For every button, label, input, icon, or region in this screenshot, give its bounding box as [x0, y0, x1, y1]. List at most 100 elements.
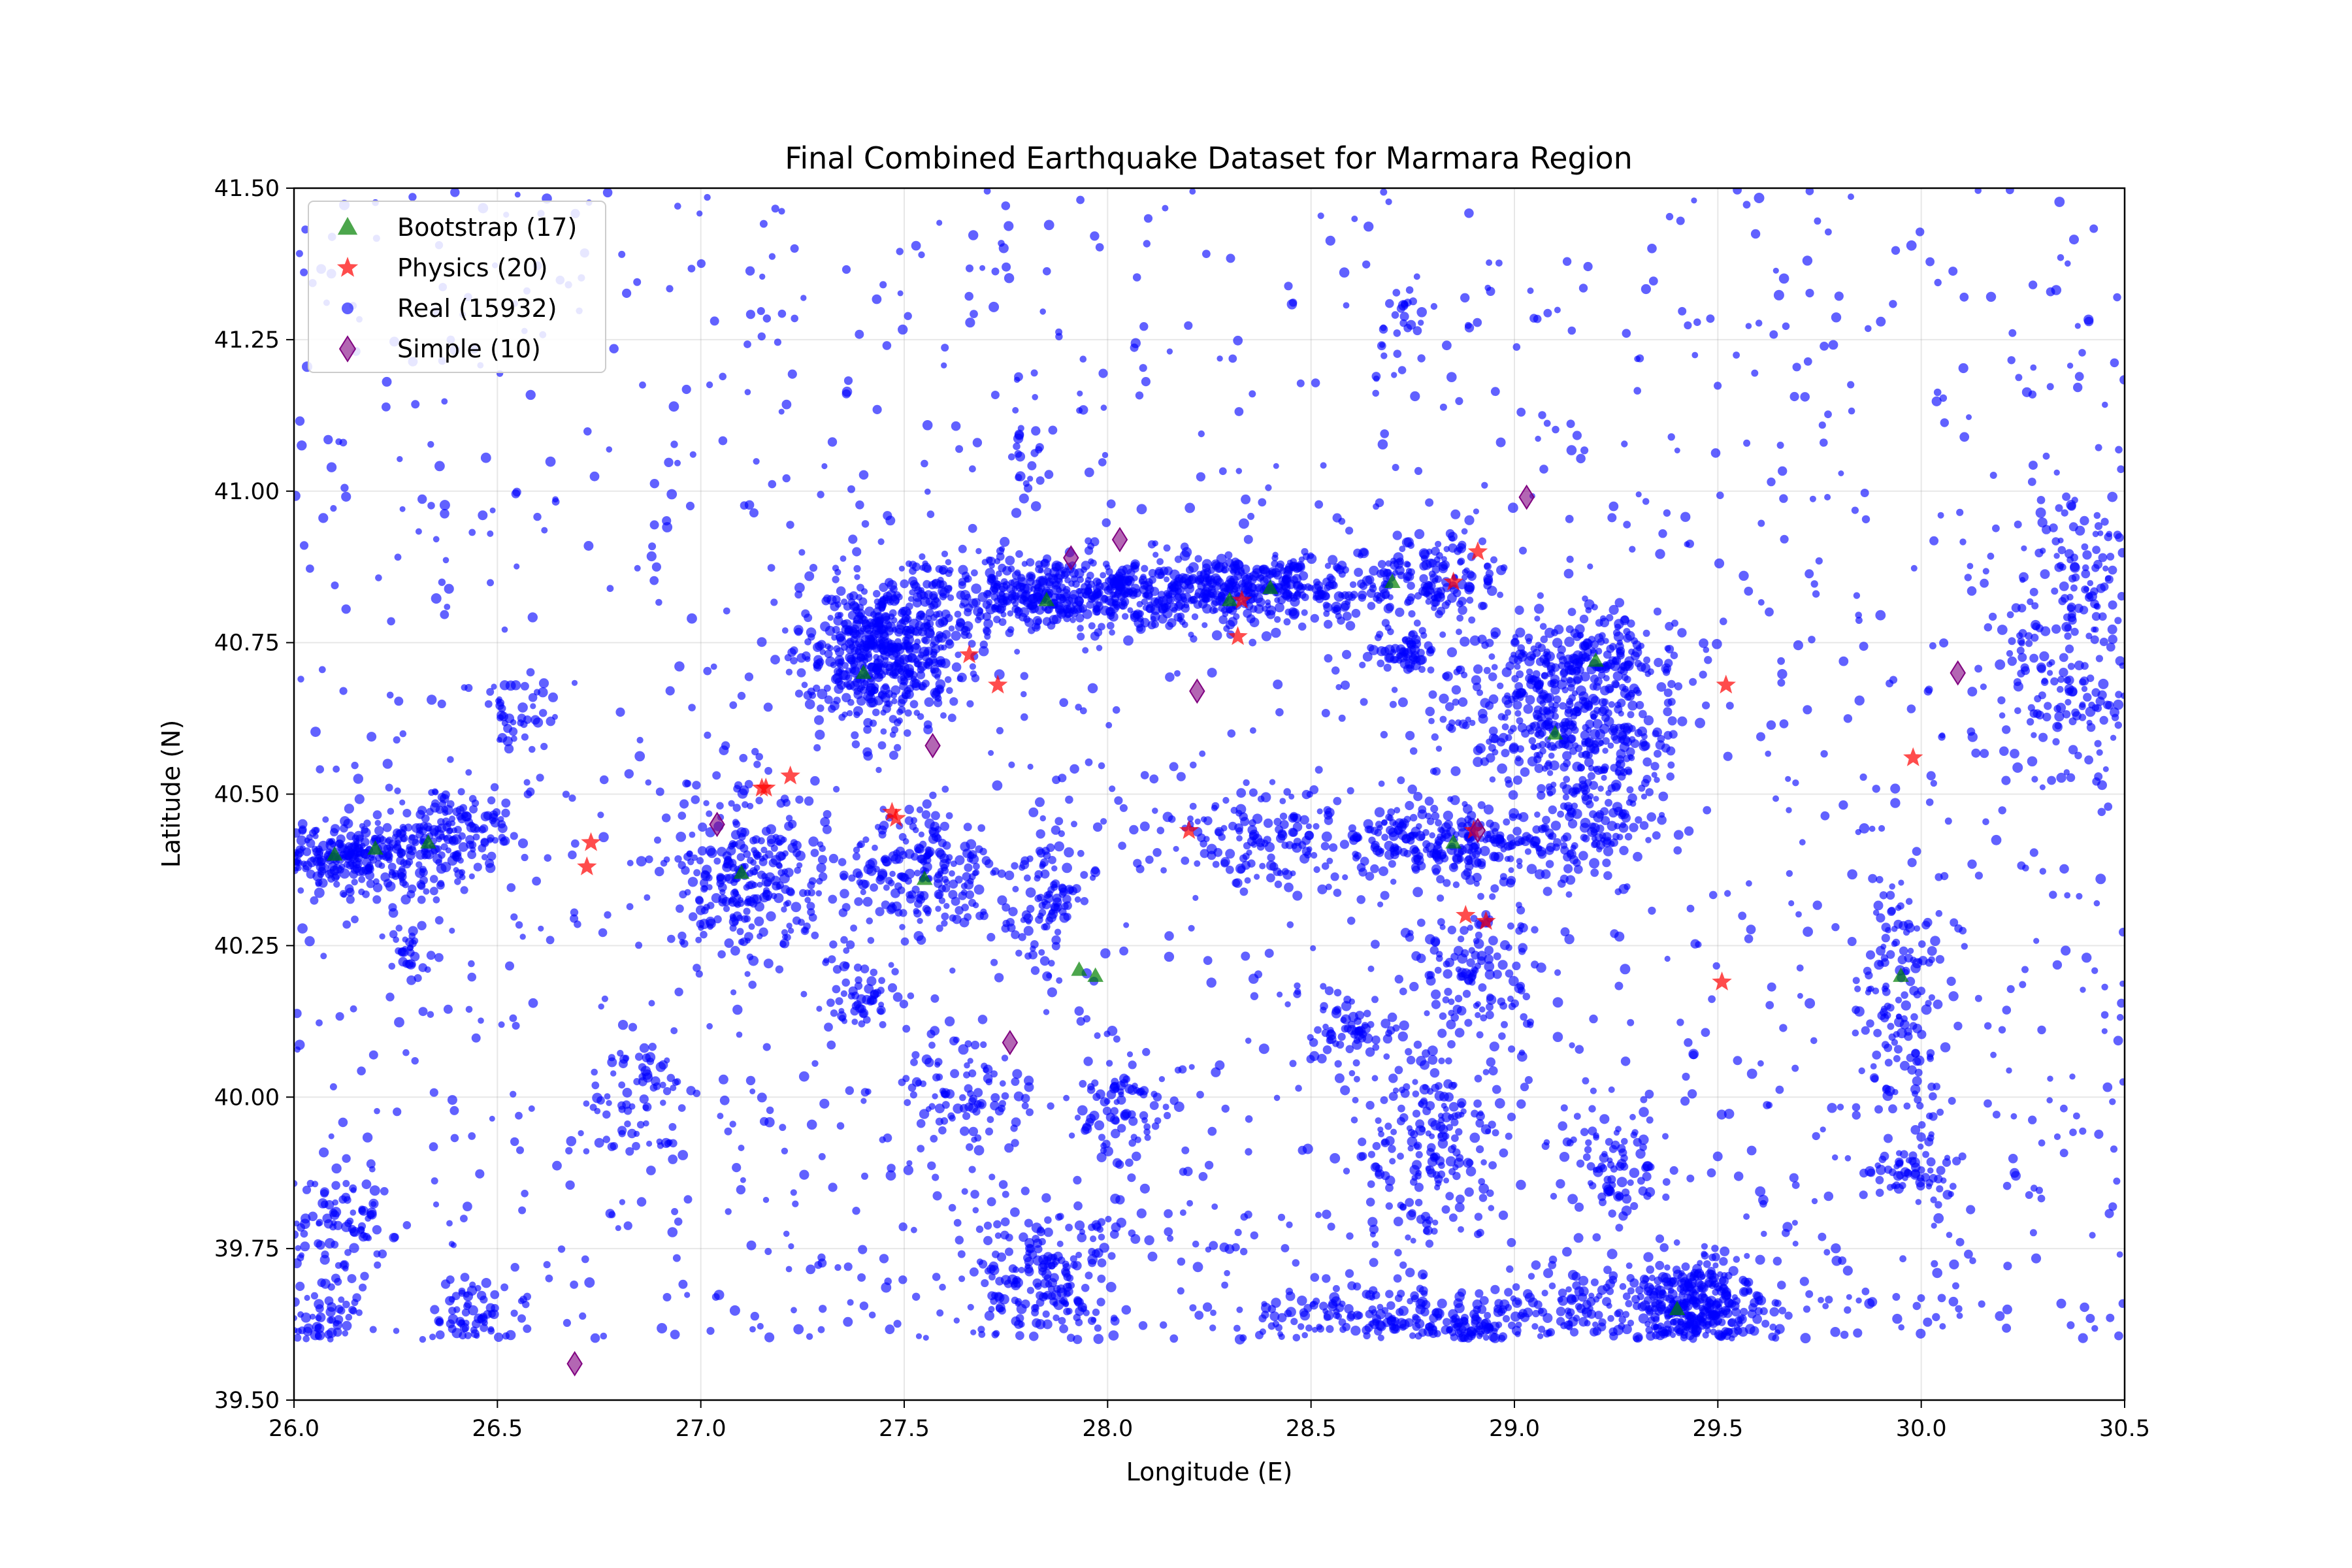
- real-point: [1024, 617, 1034, 627]
- real-point: [931, 644, 941, 654]
- real-point: [1135, 624, 1146, 634]
- real-point: [1516, 688, 1526, 698]
- real-point: [1674, 1324, 1686, 1335]
- real-point: [1051, 574, 1058, 581]
- real-point: [1631, 1295, 1641, 1304]
- real-point: [310, 896, 319, 905]
- real-point: [1899, 946, 1908, 956]
- real-point: [1558, 1288, 1567, 1298]
- real-point: [1464, 1187, 1474, 1197]
- real-point: [1375, 1309, 1386, 1320]
- real-point: [1543, 706, 1551, 715]
- real-point: [1667, 1289, 1678, 1299]
- real-point: [1550, 821, 1561, 831]
- real-point: [1458, 605, 1467, 615]
- real-point: [1475, 743, 1486, 754]
- real-point: [1443, 810, 1454, 821]
- real-point: [1370, 864, 1379, 874]
- real-point: [1063, 913, 1071, 921]
- real-point: [1011, 605, 1020, 613]
- real-point: [757, 870, 766, 879]
- real-point: [1537, 1333, 1544, 1339]
- real-point: [1534, 615, 1541, 622]
- real-point: [1024, 874, 1031, 882]
- real-point: [1912, 847, 1921, 856]
- real-point: [1387, 815, 1394, 822]
- real-point: [1388, 1073, 1398, 1083]
- real-point: [858, 879, 868, 890]
- real-point: [987, 576, 996, 584]
- real-point: [1602, 858, 1611, 868]
- real-point: [1210, 1309, 1217, 1316]
- real-point: [918, 627, 927, 637]
- real-point: [449, 815, 456, 823]
- real-point: [1254, 604, 1264, 614]
- real-point: [1872, 1051, 1882, 1060]
- real-point: [1599, 836, 1606, 843]
- real-point: [1719, 1277, 1727, 1284]
- real-point: [904, 634, 915, 645]
- real-point: [873, 590, 881, 598]
- real-point: [914, 870, 921, 877]
- real-point: [1388, 860, 1396, 868]
- real-point: [689, 831, 696, 838]
- real-point: [969, 1267, 979, 1277]
- real-point: [997, 869, 1006, 878]
- real-point: [1422, 1049, 1430, 1058]
- real-point: [955, 906, 964, 915]
- real-point: [846, 654, 857, 664]
- real-point: [1739, 1286, 1749, 1297]
- real-point: [1425, 1216, 1433, 1224]
- real-point: [694, 896, 704, 904]
- real-point: [1433, 556, 1441, 563]
- real-point: [1967, 732, 1978, 742]
- real-point: [930, 811, 940, 821]
- real-point: [904, 687, 911, 694]
- real-point: [716, 802, 724, 810]
- real-point: [1397, 1104, 1405, 1113]
- real-point: [2016, 646, 2025, 655]
- real-point: [1209, 1324, 1217, 1331]
- real-point: [989, 585, 998, 595]
- real-point: [1595, 824, 1605, 833]
- real-point: [1678, 1291, 1686, 1298]
- real-point: [387, 808, 395, 815]
- real-point: [473, 862, 482, 872]
- real-point: [1673, 1239, 1680, 1246]
- real-point: [1431, 733, 1439, 741]
- real-point: [1454, 1202, 1465, 1213]
- real-point: [1602, 747, 1609, 754]
- real-point: [2051, 624, 2061, 634]
- real-point: [1421, 559, 1432, 570]
- real-point: [457, 814, 466, 824]
- real-point: [1181, 574, 1191, 584]
- real-point: [1060, 566, 1068, 574]
- real-point: [1777, 1281, 1786, 1290]
- real-point: [517, 838, 529, 849]
- real-point: [761, 826, 771, 836]
- real-point: [1409, 747, 1418, 755]
- real-point: [1600, 685, 1610, 696]
- real-point: [1601, 774, 1607, 781]
- real-point: [1497, 763, 1508, 774]
- real-point: [1372, 1141, 1381, 1151]
- real-point: [1211, 559, 1221, 569]
- real-point: [1056, 608, 1068, 619]
- real-point: [1431, 578, 1439, 584]
- real-point: [1438, 1057, 1445, 1065]
- real-point: [1141, 564, 1149, 572]
- real-point: [1592, 1326, 1602, 1336]
- real-point: [786, 923, 792, 929]
- real-point: [1537, 679, 1544, 687]
- real-point: [1042, 1310, 1050, 1318]
- real-point: [2007, 656, 2017, 666]
- real-point: [1355, 1311, 1364, 1320]
- real-point: [788, 819, 797, 829]
- real-point: [978, 645, 989, 657]
- real-point: [1106, 621, 1115, 630]
- real-point: [1497, 682, 1504, 690]
- real-point: [879, 629, 889, 639]
- real-point: [2041, 678, 2048, 685]
- real-point: [1202, 604, 1212, 614]
- real-point: [2084, 755, 2094, 765]
